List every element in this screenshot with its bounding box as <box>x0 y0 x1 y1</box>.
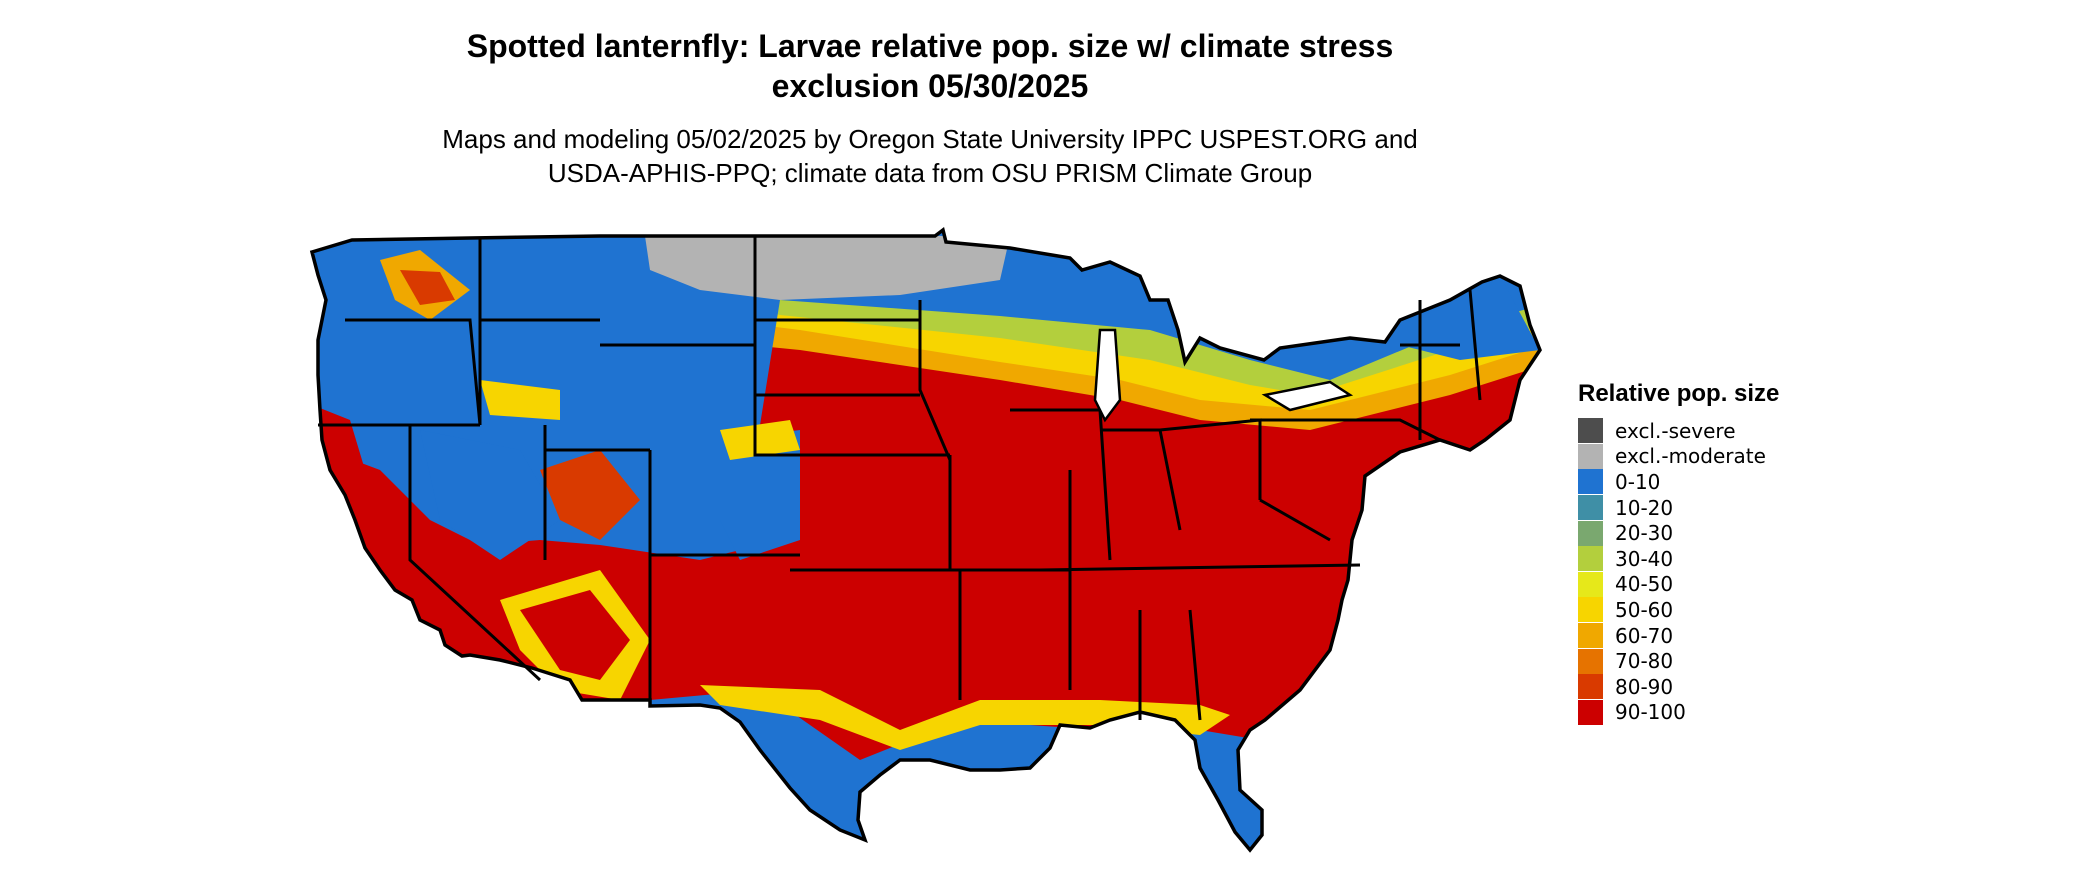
legend-label: 10-20 <box>1615 495 1674 520</box>
legend-label: 40-50 <box>1615 572 1674 597</box>
legend-swatch <box>1578 520 1603 546</box>
map-subtitle-line-2: USDA-APHIS-PPQ; climate data from OSU PR… <box>547 158 1313 188</box>
legend-label: excl.-severe <box>1615 418 1736 443</box>
legend-swatch <box>1578 674 1603 700</box>
legend-label: 60-70 <box>1615 623 1674 648</box>
legend-swatch <box>1578 648 1603 674</box>
map-title-line-2: exclusion 05/30/2025 <box>771 68 1089 104</box>
legend-item: 10-20 <box>1578 495 1898 521</box>
legend-swatch <box>1578 699 1603 725</box>
legend-item: 20-30 <box>1578 520 1898 546</box>
legend-item: 0-10 <box>1578 469 1898 495</box>
legend-item: 80-90 <box>1578 674 1898 700</box>
legend-item: 40-50 <box>1578 571 1898 598</box>
legend-swatch <box>1578 443 1603 469</box>
legend-item: 50-60 <box>1578 597 1898 623</box>
legend-swatch <box>1578 597 1603 623</box>
legend-item: excl.-moderate <box>1578 443 1898 470</box>
legend-swatch <box>1578 469 1603 495</box>
legend-item: 70-80 <box>1578 648 1898 674</box>
legend-label: 90-100 <box>1615 700 1686 725</box>
legend-swatch <box>1578 571 1603 597</box>
legend-label: 0-10 <box>1615 469 1661 494</box>
legend-swatch <box>1578 418 1603 444</box>
legend-item: 60-70 <box>1578 623 1898 649</box>
legend-item: 30-40 <box>1578 546 1898 572</box>
legend-label: 20-30 <box>1615 521 1674 546</box>
map-legend: Relative pop. size excl.-severe excl.-mod… <box>1578 378 1898 725</box>
legend-label: 30-40 <box>1615 546 1674 571</box>
legend-label: excl.-moderate <box>1615 444 1766 469</box>
legend-swatch <box>1578 546 1603 572</box>
map-title-line-1: Spotted lanternfly: Larvae relative pop.… <box>466 28 1394 64</box>
legend-label: 70-80 <box>1615 649 1674 674</box>
map-subtitle-line-1: Maps and modeling 05/02/2025 by Oregon S… <box>442 124 1418 154</box>
legend-label: 50-60 <box>1615 597 1674 622</box>
legend-swatch <box>1578 495 1603 521</box>
legend-title: Relative pop. size <box>1578 380 1780 407</box>
legend-label: 80-90 <box>1615 674 1674 699</box>
legend-item: 90-100 <box>1578 699 1898 726</box>
legend-swatch <box>1578 623 1603 649</box>
legend-item: excl.-severe <box>1578 418 1898 444</box>
